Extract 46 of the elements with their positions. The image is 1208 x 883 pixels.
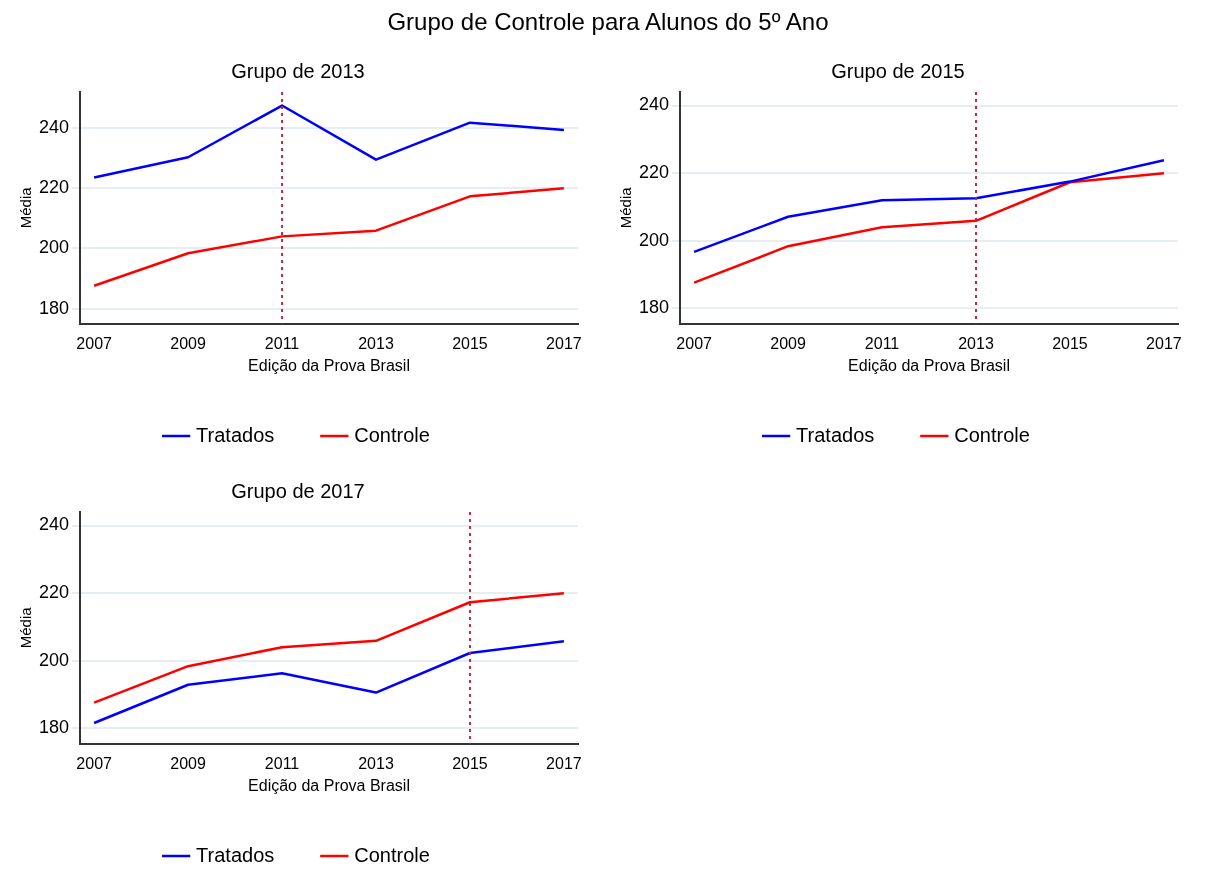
x-axis-title: Edição da Prova Brasil xyxy=(848,356,1010,374)
y-axis-title: Média xyxy=(617,186,635,229)
chart-title: Grupo de 2017 xyxy=(231,479,365,502)
x-tick-label: 2013 xyxy=(958,334,994,352)
chart-title: Grupo de 2013 xyxy=(231,59,365,82)
x-tick-label: 2011 xyxy=(264,754,300,772)
x-tick-label: 2017 xyxy=(1146,334,1182,352)
legend-label: Tratados xyxy=(196,423,275,446)
y-tick-label: 240 xyxy=(638,94,670,115)
y-tick-label: 180 xyxy=(38,717,70,738)
y-tick-label: 200 xyxy=(38,237,70,258)
x-tick-label: 2013 xyxy=(358,754,394,772)
x-tick-label: 2007 xyxy=(76,334,113,352)
x-tick-label: 2009 xyxy=(170,334,206,352)
x-tick-label: 2017 xyxy=(546,754,582,772)
text: Grupo de Controle para Alunos do 5º Ano xyxy=(386,8,830,36)
x-tick-label: 2007 xyxy=(676,334,713,352)
x-tick-label: 2009 xyxy=(770,334,806,352)
y-axis-title: Média xyxy=(17,186,35,229)
x-tick-label: 2011 xyxy=(864,334,900,352)
y-tick-label: 180 xyxy=(38,297,70,318)
y-tick-label: 220 xyxy=(38,177,70,198)
legend-label: Controle xyxy=(354,423,430,446)
legend-label: Tratados xyxy=(196,843,275,866)
y-tick-label: 220 xyxy=(38,582,70,603)
y-tick-label: 240 xyxy=(38,117,70,138)
x-axis-title: Edição da Prova Brasil xyxy=(248,356,410,374)
legend-label: Controle xyxy=(354,843,430,866)
x-tick-label: 2015 xyxy=(1052,334,1088,352)
y-tick-label: 220 xyxy=(638,162,670,183)
x-tick-label: 2015 xyxy=(452,754,488,772)
x-tick-label: 2015 xyxy=(452,334,488,352)
x-tick-label: 2013 xyxy=(358,334,394,352)
x-tick-label: 2007 xyxy=(76,754,113,772)
y-tick-label: 200 xyxy=(638,229,670,250)
y-tick-label: 180 xyxy=(638,297,670,318)
x-tick-label: 2009 xyxy=(170,754,206,772)
legend-label: Controle xyxy=(954,423,1030,446)
y-axis-title: Média xyxy=(17,606,35,649)
x-tick-label: 2011 xyxy=(264,334,300,352)
y-tick-label: 240 xyxy=(38,514,70,535)
y-tick-label: 200 xyxy=(38,649,70,670)
x-axis-title: Edição da Prova Brasil xyxy=(248,776,410,794)
chart-title: Grupo de 2015 xyxy=(831,59,965,82)
legend-label: Tratados xyxy=(796,423,875,446)
x-tick-label: 2017 xyxy=(546,334,582,352)
